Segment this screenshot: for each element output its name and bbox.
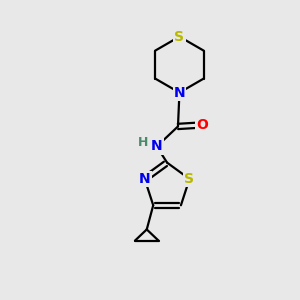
Text: H: H (138, 136, 149, 149)
Text: S: S (174, 30, 184, 44)
Text: S: S (184, 172, 194, 186)
Text: N: N (174, 85, 185, 100)
Text: N: N (151, 140, 163, 154)
Text: N: N (139, 172, 151, 186)
Text: O: O (196, 118, 208, 132)
